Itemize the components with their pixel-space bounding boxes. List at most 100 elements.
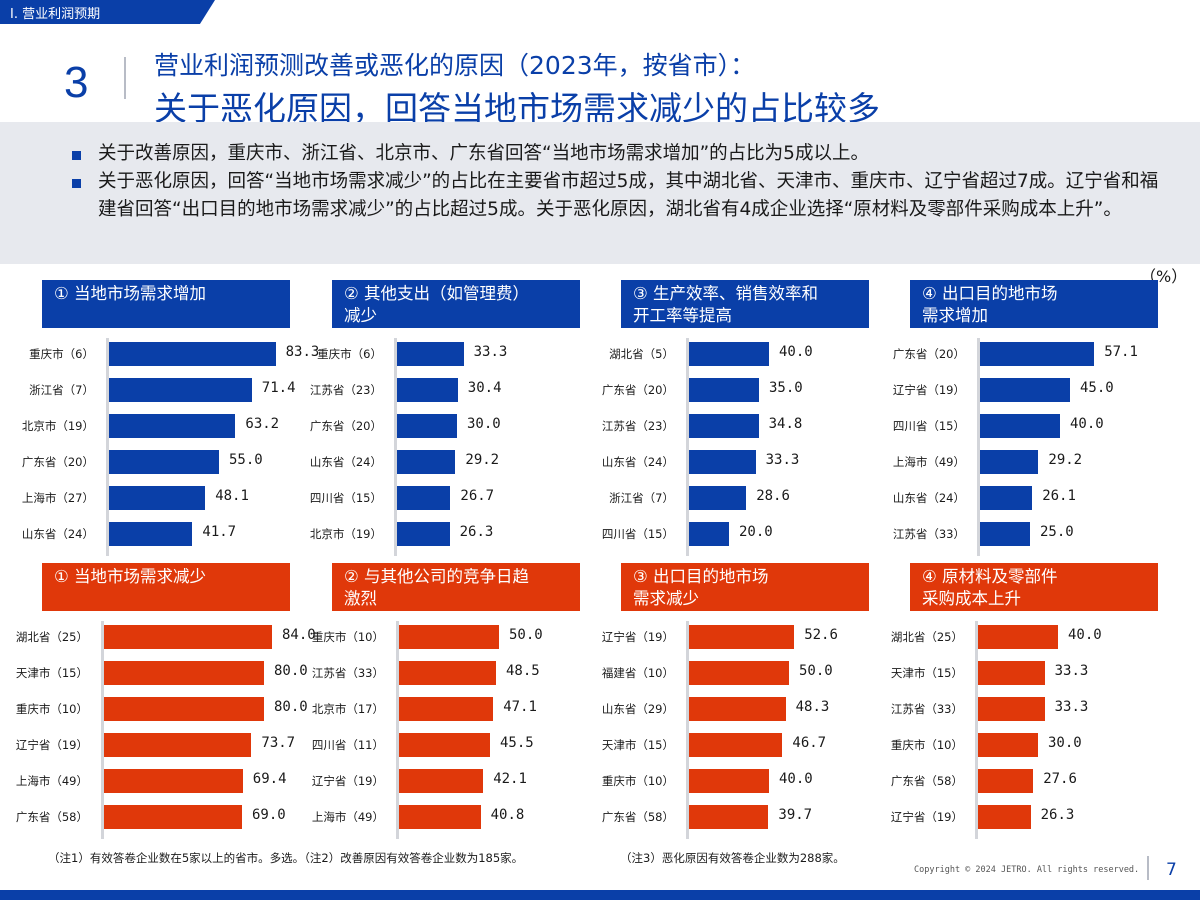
value-label: 39.7 xyxy=(778,807,813,823)
category-label: 天津市（15） xyxy=(15,666,88,680)
section-tab: Ⅰ. 营业利润预期 xyxy=(0,0,215,24)
value-label: 84.0 xyxy=(282,627,316,643)
value-label: 26.7 xyxy=(460,488,495,504)
value-label: 40.0 xyxy=(1068,627,1102,643)
bar xyxy=(104,661,264,685)
category-label: 浙江省（7） xyxy=(609,491,674,505)
chart-title: ② 与其他公司的竞争日趋 激烈 xyxy=(332,563,580,611)
value-label: 47.1 xyxy=(503,699,537,715)
category-label: 广东省（58） xyxy=(890,774,963,788)
bar xyxy=(399,697,494,721)
value-label: 25.0 xyxy=(1040,524,1074,540)
footer-bar xyxy=(0,890,1200,900)
bar xyxy=(104,625,272,649)
category-label: 广东省（20） xyxy=(601,383,674,397)
copyright: Copyright © 2024 JETRO. All rights reser… xyxy=(914,865,1140,875)
value-label: 57.1 xyxy=(1104,344,1138,360)
value-label: 29.2 xyxy=(1048,452,1083,468)
category-label: 山东省（29） xyxy=(601,702,674,716)
category-label: 山东省（24） xyxy=(21,527,94,541)
value-label: 30.0 xyxy=(1048,735,1082,751)
bar xyxy=(978,769,1034,793)
category-label: 江苏省（33） xyxy=(890,702,963,716)
bar xyxy=(397,378,458,402)
bar xyxy=(978,661,1045,685)
slide-number: 3 xyxy=(64,58,89,107)
value-label: 27.6 xyxy=(1043,771,1077,787)
value-label: 48.1 xyxy=(215,488,249,504)
value-label: 50.0 xyxy=(509,627,543,643)
category-label: 天津市（15） xyxy=(601,738,674,752)
bar xyxy=(689,661,789,685)
category-label: 江苏省（33） xyxy=(892,527,965,541)
value-label: 73.7 xyxy=(261,735,296,751)
value-label: 48.3 xyxy=(795,699,830,715)
value-label: 20.0 xyxy=(739,524,773,540)
category-label: 江苏省（33） xyxy=(311,666,384,680)
category-label: 四川省（11） xyxy=(311,738,384,752)
bar xyxy=(109,378,252,402)
category-label: 重庆市（10） xyxy=(311,630,384,644)
category-label: 四川省（15） xyxy=(892,419,965,433)
category-label: 重庆市（10） xyxy=(601,774,674,788)
bar xyxy=(109,450,219,474)
bar xyxy=(689,414,759,438)
value-label: 80.0 xyxy=(274,699,308,715)
category-label: 重庆市（10） xyxy=(15,702,88,716)
category-label: 辽宁省（19） xyxy=(892,383,965,397)
footer-divider xyxy=(1147,856,1149,880)
bar xyxy=(689,522,729,546)
bar xyxy=(399,661,496,685)
category-label: 天津市（15） xyxy=(890,666,963,680)
value-label: 29.2 xyxy=(465,452,500,468)
category-label: 北京市（17） xyxy=(311,702,384,716)
category-label: 上海市（27） xyxy=(21,491,94,505)
category-label: 广东省（58） xyxy=(601,810,674,824)
bar xyxy=(104,697,264,721)
category-axis xyxy=(686,621,689,839)
bar xyxy=(689,342,769,366)
bar xyxy=(689,486,747,510)
bar xyxy=(109,342,276,366)
page-number: 7 xyxy=(1166,860,1177,880)
category-axis xyxy=(101,621,104,839)
value-label: 46.7 xyxy=(792,735,827,751)
category-label: 重庆市（6） xyxy=(29,347,94,361)
category-label: 湖北省（5） xyxy=(609,347,674,361)
value-label: 26.3 xyxy=(1040,807,1075,823)
summary-bullet-text: 关于改善原因，重庆市、浙江省、北京市、广东省回答“当地市场需求增加”的占比为5成… xyxy=(98,143,869,164)
category-label: 四川省（15） xyxy=(601,527,674,541)
category-label: 北京市（19） xyxy=(21,419,94,433)
bar xyxy=(980,342,1095,366)
category-label: 四川省（15） xyxy=(309,491,382,505)
bar xyxy=(397,450,456,474)
value-label: 48.5 xyxy=(506,663,540,679)
bar xyxy=(397,522,450,546)
summary-bullet: 关于改善原因，重庆市、浙江省、北京市、广东省回答“当地市场需求增加”的占比为5成… xyxy=(72,140,1162,168)
category-label: 湖北省（25） xyxy=(15,630,88,644)
category-label: 江苏省（23） xyxy=(601,419,674,433)
bar xyxy=(399,733,490,757)
category-label: 浙江省（7） xyxy=(29,383,94,397)
bar xyxy=(397,414,457,438)
value-label: 34.8 xyxy=(768,416,803,432)
value-label: 52.6 xyxy=(804,627,838,643)
title-divider xyxy=(124,57,126,99)
category-label: 山东省（24） xyxy=(892,491,965,505)
value-label: 40.0 xyxy=(779,771,813,787)
category-label: 辽宁省（19） xyxy=(890,810,963,824)
bar xyxy=(980,450,1039,474)
summary-bullet: 关于恶化原因，回答“当地市场需求减少”的占比在主要省市超过5成，其中湖北省、天津… xyxy=(72,168,1162,224)
chart-title: ① 当地市场需求减少 xyxy=(42,563,290,611)
category-label: 福建省（10） xyxy=(601,666,674,680)
value-label: 33.3 xyxy=(1054,663,1089,679)
value-label: 50.0 xyxy=(799,663,833,679)
category-label: 北京市（19） xyxy=(309,527,382,541)
bar xyxy=(689,450,756,474)
category-axis xyxy=(106,338,109,556)
category-label: 辽宁省（19） xyxy=(15,738,88,752)
value-label: 28.6 xyxy=(756,488,790,504)
value-label: 80.0 xyxy=(274,663,308,679)
bar xyxy=(399,805,481,829)
category-label: 湖北省（25） xyxy=(890,630,963,644)
